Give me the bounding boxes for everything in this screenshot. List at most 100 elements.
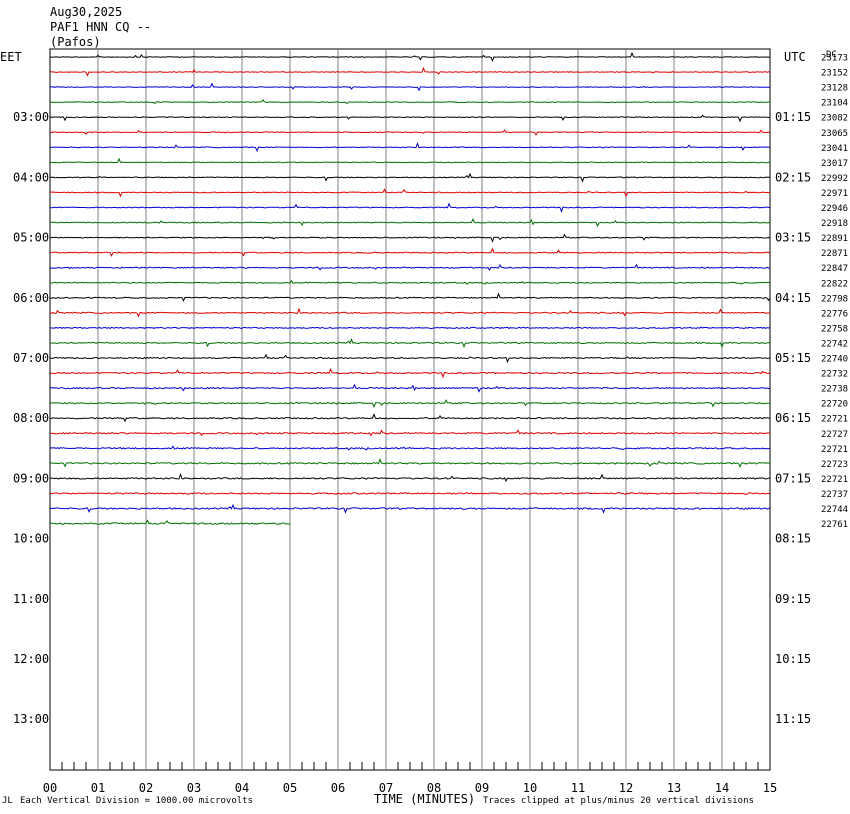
header-date: Aug30,2025 bbox=[50, 5, 122, 19]
dc-offset-label: 22740 bbox=[821, 355, 848, 365]
x-axis: 00 01 02 03 04 05 06 07 08 09 10 11 12 13 14 15 bbox=[43, 762, 777, 795]
eet-hour-label: 04:00 bbox=[13, 170, 49, 184]
utc-hour-label: 02:15 bbox=[775, 170, 811, 184]
seismic-trace bbox=[49, 307, 771, 318]
right-axis-label: UTC bbox=[784, 50, 806, 64]
x-tick-label: 02 bbox=[139, 781, 153, 795]
dc-offset-label: 23128 bbox=[821, 84, 848, 94]
seismic-trace bbox=[49, 458, 770, 469]
utc-hour-label: 06:15 bbox=[775, 411, 811, 425]
dc-offset-label: 22721 bbox=[821, 445, 848, 455]
seismic-trace bbox=[49, 292, 771, 302]
dc-offset-label: 22721 bbox=[821, 415, 848, 425]
x-tick-label: 07 bbox=[379, 781, 393, 795]
x-tick-label: 15 bbox=[763, 781, 777, 795]
clip-note: Traces clipped at plus/minus 20 vertical… bbox=[483, 796, 754, 806]
seismic-trace bbox=[50, 172, 771, 183]
dc-offset-label: 22871 bbox=[821, 249, 848, 259]
dc-offset-label: 23017 bbox=[821, 159, 848, 169]
seismic-trace bbox=[49, 66, 771, 77]
dc-offset-label: 23082 bbox=[821, 114, 848, 124]
dc-offset-labels: 23173 23152 23128 23104 23082 23065 23041 23017… bbox=[821, 54, 848, 531]
dc-offset-label: 22798 bbox=[821, 294, 848, 304]
seismic-trace bbox=[49, 503, 771, 514]
minute-grid bbox=[49, 48, 771, 771]
right-hour-labels: 01:15 02:15 03:15 04:15 05:15 06:15 07:15 08:15… bbox=[775, 110, 811, 726]
x-tick-label: 10 bbox=[523, 781, 537, 795]
dc-offset-label: 23065 bbox=[821, 129, 848, 139]
seismic-trace bbox=[49, 353, 771, 364]
utc-hour-label: 03:15 bbox=[775, 231, 811, 245]
x-tick-label: 03 bbox=[187, 781, 201, 795]
seismic-trace bbox=[49, 429, 771, 437]
x-tick-label: 06 bbox=[331, 781, 345, 795]
seismic-trace bbox=[49, 519, 291, 525]
utc-hour-label: 11:15 bbox=[775, 712, 811, 726]
x-axis-title: TIME (MINUTES) bbox=[374, 792, 475, 806]
seismic-trace bbox=[49, 233, 771, 243]
x-tick-label: 01 bbox=[91, 781, 105, 795]
scale-note: Each Vertical Division = 1000.00 microvo… bbox=[20, 796, 253, 806]
eet-hour-label: 11:00 bbox=[13, 592, 49, 606]
x-tick-label: 00 bbox=[43, 781, 57, 795]
dc-offset-label: 22721 bbox=[821, 475, 848, 485]
dc-label: DC bbox=[826, 50, 837, 60]
eet-hour-label: 08:00 bbox=[13, 411, 49, 425]
seismic-trace bbox=[49, 98, 771, 105]
eet-hour-label: 07:00 bbox=[13, 351, 49, 365]
dc-offset-label: 22918 bbox=[821, 219, 848, 229]
traces-group bbox=[49, 51, 771, 525]
dc-offset-label: 22727 bbox=[821, 430, 848, 440]
seismic-trace bbox=[49, 188, 771, 198]
utc-hour-label: 05:15 bbox=[775, 351, 811, 365]
utc-hour-label: 09:15 bbox=[775, 592, 811, 606]
seismic-trace bbox=[49, 399, 771, 409]
dc-offset-label: 23104 bbox=[821, 99, 848, 109]
left-axis-label: EET bbox=[0, 50, 22, 64]
x-tick-label: 12 bbox=[619, 781, 633, 795]
seismic-trace bbox=[49, 413, 771, 423]
header-station: PAF1 HNN CQ -- bbox=[50, 20, 151, 34]
header-location: (Pafos) bbox=[50, 35, 101, 49]
left-hour-labels: 03:00 04:00 05:00 06:00 07:00 08:00 09:00 10:00… bbox=[13, 110, 49, 726]
x-tick-label: 08 bbox=[427, 781, 441, 795]
seismic-trace bbox=[49, 491, 770, 495]
seismic-trace bbox=[49, 51, 771, 63]
eet-hour-label: 12:00 bbox=[13, 652, 49, 666]
seismic-trace bbox=[49, 129, 771, 136]
x-tick-label: 09 bbox=[475, 781, 489, 795]
dc-offset-label: 22744 bbox=[821, 505, 848, 515]
seismic-trace bbox=[49, 217, 771, 228]
dc-offset-label: 22776 bbox=[821, 309, 848, 319]
eet-hour-label: 10:00 bbox=[13, 532, 49, 546]
dc-offset-label: 22891 bbox=[821, 234, 848, 244]
dc-offset-label: 22737 bbox=[821, 490, 848, 500]
dc-offset-label: 22723 bbox=[821, 460, 848, 470]
utc-hour-label: 01:15 bbox=[775, 110, 811, 124]
utc-hour-label: 08:15 bbox=[775, 532, 811, 546]
plot-frame bbox=[49, 48, 771, 771]
dc-offset-label: 23152 bbox=[821, 69, 848, 79]
utc-hour-label: 10:15 bbox=[775, 652, 811, 666]
utc-hour-label: 04:15 bbox=[775, 291, 811, 305]
x-tick-label: 14 bbox=[715, 781, 729, 795]
eet-hour-label: 13:00 bbox=[13, 712, 49, 726]
dc-offset-label: 22992 bbox=[821, 174, 848, 184]
x-tick-label: 11 bbox=[571, 781, 585, 795]
dc-offset-label: 22761 bbox=[821, 520, 848, 530]
x-tick-label: 04 bbox=[235, 781, 249, 795]
eet-hour-label: 05:00 bbox=[13, 231, 49, 245]
seismic-trace bbox=[49, 247, 771, 257]
corner-mark: JL bbox=[2, 796, 13, 806]
seismic-trace bbox=[49, 114, 771, 123]
dc-offset-label: 22847 bbox=[821, 264, 848, 274]
seismic-trace bbox=[49, 445, 771, 451]
seismic-trace bbox=[49, 279, 771, 285]
dc-offset-label: 22732 bbox=[821, 370, 848, 380]
x-tick-label: 05 bbox=[283, 781, 297, 795]
dc-offset-label: 22742 bbox=[821, 339, 848, 349]
dc-offset-label: 23173 bbox=[821, 54, 848, 64]
seismic-trace bbox=[49, 473, 770, 483]
eet-hour-label: 06:00 bbox=[13, 291, 49, 305]
eet-hour-label: 09:00 bbox=[13, 471, 49, 485]
